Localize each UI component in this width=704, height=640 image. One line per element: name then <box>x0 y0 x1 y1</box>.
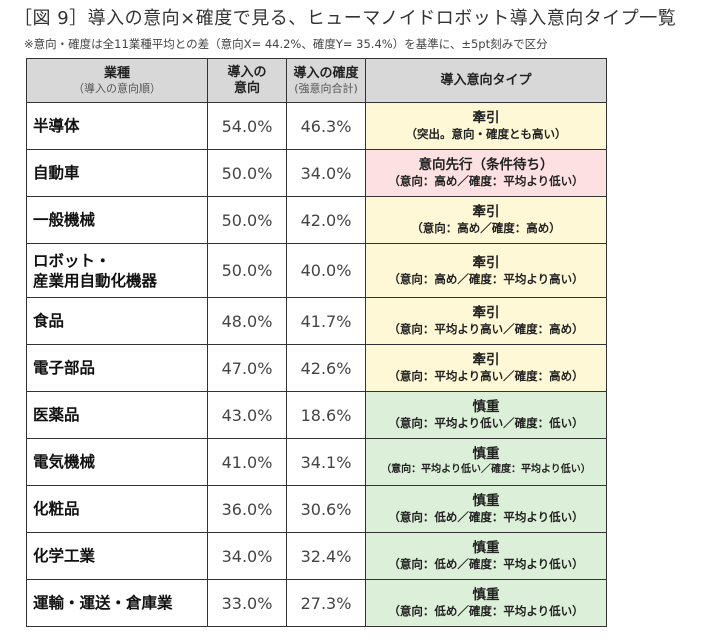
type-label: 牽引 <box>472 352 500 368</box>
type-cell: 意向先行（条件待ち） （意向：高め／確度：平均より低い） <box>365 149 607 197</box>
certainty-cell: 42.0% <box>286 196 366 244</box>
type-detail: （突出。意向・確度とも高い） <box>405 127 567 141</box>
header-certainty-label: 導入の確度 <box>293 65 359 81</box>
type-detail: （意向：高め／確度：平均より低い） <box>388 174 584 188</box>
header-certainty-sub: (強意向合計) <box>294 81 358 95</box>
type-label: 慎重 <box>472 587 500 603</box>
industry-cell: ロボット・ 産業用自動化機器 <box>26 243 208 298</box>
table-row: 食品 48.0% 41.7% 牽引 （意向：平均より高い／確度：高め） <box>26 297 607 345</box>
header-industry-sub: （導入の意向順） <box>73 81 161 95</box>
intent-cell: 50.0% <box>207 196 287 244</box>
intent-cell: 54.0% <box>207 102 287 150</box>
industry-cell: 医薬品 <box>26 391 208 439</box>
type-cell: 牽引 （突出。意向・確度とも高い） <box>365 102 607 150</box>
type-label: 牽引 <box>472 254 500 271</box>
type-label: 慎重 <box>472 493 500 509</box>
intent-cell: 48.0% <box>207 297 287 345</box>
type-label: 意向先行（条件待ち） <box>418 157 554 173</box>
certainty-cell: 18.6% <box>286 391 366 439</box>
table-row: 運輸・運送・倉庫業 33.0% 27.3% 慎重 （意向：低め／確度：平均より低い… <box>26 579 607 627</box>
table-row: 化学工業 34.0% 32.4% 慎重 （意向：低め／確度：平均より低い） <box>26 532 607 580</box>
type-detail: （意向：平均より低い／確度：低い） <box>388 416 584 430</box>
type-label: 慎重 <box>472 446 500 462</box>
industry-cell: 運輸・運送・倉庫業 <box>26 579 208 627</box>
industry-cell: 一般機械 <box>26 196 208 244</box>
table-row: 医薬品 43.0% 18.6% 慎重 （意向：平均より低い／確度：低い） <box>26 391 607 439</box>
type-cell: 牽引 （意向：高め／確度：平均より高い） <box>365 243 607 298</box>
industry-line2: 産業用自動化機器 <box>33 271 158 290</box>
type-detail: （意向：低め／確度：平均より低い） <box>388 604 584 618</box>
type-detail: （意向：高め／確度：平均より高い） <box>388 271 584 286</box>
intent-cell: 43.0% <box>207 391 287 439</box>
table-header-row: 業種 （導入の意向順） 導入の 意向 導入の確度 (強意向合計) 導入意向タイプ <box>26 58 607 103</box>
figure-title: ［図 9］導入の意向×確度で見る、ヒューマノイドロボット導入意向タイプ一覧 <box>14 8 677 29</box>
certainty-cell: 34.1% <box>286 438 366 486</box>
industry-line1: ロボット・ <box>33 251 111 270</box>
industry-cell: 半導体 <box>26 102 208 150</box>
type-cell: 牽引 （意向：平均より高い／確度：高め） <box>365 297 607 345</box>
certainty-cell: 40.0% <box>286 243 366 298</box>
certainty-cell: 32.4% <box>286 532 366 580</box>
type-label: 牽引 <box>472 204 500 220</box>
certainty-cell: 46.3% <box>286 102 366 150</box>
adoption-type-table: 業種 （導入の意向順） 導入の 意向 導入の確度 (強意向合計) 導入意向タイプ… <box>26 58 607 627</box>
type-cell: 慎重 （意向：平均より低い／確度：平均より低い） <box>365 438 607 486</box>
type-detail: （意向：高め／確度：高め） <box>411 221 561 235</box>
type-label: 慎重 <box>472 540 500 556</box>
intent-cell: 50.0% <box>207 149 287 197</box>
intent-cell: 50.0% <box>207 243 287 298</box>
intent-cell: 41.0% <box>207 438 287 486</box>
industry-cell: 電子部品 <box>26 344 208 392</box>
table-row: ロボット・ 産業用自動化機器 50.0% 40.0% 牽引 （意向：高め／確度：平均… <box>26 243 607 298</box>
type-label: 牽引 <box>472 110 500 126</box>
intent-cell: 34.0% <box>207 532 287 580</box>
header-industry: 業種 （導入の意向順） <box>26 58 208 103</box>
industry-cell: 自動車 <box>26 149 208 197</box>
figure-note: ※意向・確度は全11業種平均との差（意向X= 44.2%、確度Y= 35.4%）… <box>24 37 548 51</box>
certainty-cell: 34.0% <box>286 149 366 197</box>
certainty-cell: 27.3% <box>286 579 366 627</box>
header-intent-line2: 意向 <box>233 80 260 96</box>
type-detail: （意向：平均より低い／確度：平均より低い） <box>381 464 591 475</box>
type-detail: （意向：平均より高い／確度：高め） <box>388 322 584 336</box>
header-intent-line1: 導入の <box>227 64 267 80</box>
header-certainty: 導入の確度 (強意向合計) <box>286 58 366 103</box>
table-row: 半導体 54.0% 46.3% 牽引 （突出。意向・確度とも高い） <box>26 102 607 150</box>
industry-cell: 化粧品 <box>26 485 208 533</box>
certainty-cell: 42.6% <box>286 344 366 392</box>
table-row: 電気機械 41.0% 34.1% 慎重 （意向：平均より低い／確度：平均より低い） <box>26 438 607 486</box>
header-type: 導入意向タイプ <box>365 58 607 103</box>
type-detail: （意向：低め／確度：平均より低い） <box>388 557 584 571</box>
table-row: 一般機械 50.0% 42.0% 牽引 （意向：高め／確度：高め） <box>26 196 607 244</box>
type-cell: 慎重 （意向：低め／確度：平均より低い） <box>365 579 607 627</box>
header-intent: 導入の 意向 <box>207 58 287 103</box>
certainty-cell: 41.7% <box>286 297 366 345</box>
type-label: 慎重 <box>472 399 500 415</box>
industry-cell: 食品 <box>26 297 208 345</box>
intent-cell: 36.0% <box>207 485 287 533</box>
type-cell: 牽引 （意向：高め／確度：高め） <box>365 196 607 244</box>
table-row: 電子部品 47.0% 42.6% 牽引 （意向：平均より高い／確度：高め） <box>26 344 607 392</box>
type-cell: 牽引 （意向：平均より高い／確度：高め） <box>365 344 607 392</box>
intent-cell: 33.0% <box>207 579 287 627</box>
industry-cell: 化学工業 <box>26 532 208 580</box>
type-cell: 慎重 （意向：平均より低い／確度：低い） <box>365 391 607 439</box>
certainty-cell: 30.6% <box>286 485 366 533</box>
type-cell: 慎重 （意向：低め／確度：平均より低い） <box>365 532 607 580</box>
type-label: 牽引 <box>472 305 500 321</box>
intent-cell: 47.0% <box>207 344 287 392</box>
type-detail: （意向：平均より高い／確度：高め） <box>388 369 584 383</box>
header-industry-label: 業種 <box>103 65 130 81</box>
table-row: 自動車 50.0% 34.0% 意向先行（条件待ち） （意向：高め／確度：平均より… <box>26 149 607 197</box>
table-row: 化粧品 36.0% 30.6% 慎重 （意向：低め／確度：平均より低い） <box>26 485 607 533</box>
industry-cell: 電気機械 <box>26 438 208 486</box>
type-cell: 慎重 （意向：低め／確度：平均より低い） <box>365 485 607 533</box>
type-detail: （意向：低め／確度：平均より低い） <box>388 510 584 524</box>
